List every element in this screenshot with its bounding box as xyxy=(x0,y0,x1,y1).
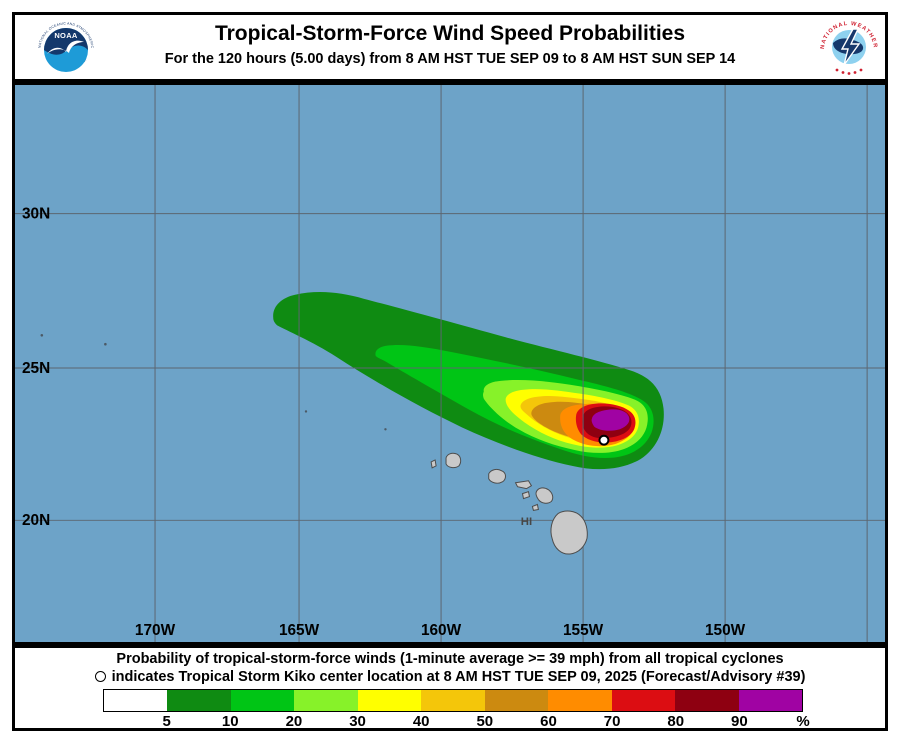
footer-description: Probability of tropical-storm-force wind… xyxy=(116,651,784,667)
legend-cell-10 xyxy=(167,690,231,711)
legend-label-60: 60 xyxy=(540,713,557,730)
contour-90pct xyxy=(591,409,630,431)
island-speck xyxy=(104,342,107,346)
island-maui xyxy=(535,487,554,504)
island-oahu xyxy=(488,468,506,484)
lon-label-155w: 155W xyxy=(563,622,604,639)
island-niihau xyxy=(430,459,437,469)
legend-label-80: 80 xyxy=(667,713,685,730)
legend-cell-20 xyxy=(230,690,295,711)
nws-logo-icon: NATIONAL WEATHER SERVICE xyxy=(818,16,879,77)
island-speck xyxy=(304,410,308,413)
legend-cell-80 xyxy=(611,690,676,711)
legend-cell-90 xyxy=(675,690,739,711)
legend-label-%: % xyxy=(796,713,810,730)
legend-cell-30 xyxy=(294,690,358,711)
legend-cell-70 xyxy=(548,690,612,711)
lat-label-25n: 25N xyxy=(22,360,50,377)
footer-storm-note-text: indicates Tropical Storm Kiko center loc… xyxy=(111,669,806,685)
nws-star-icon xyxy=(847,72,851,75)
island-kahoolawe xyxy=(531,503,539,511)
island-hawaii xyxy=(550,510,588,555)
island-molokai xyxy=(514,480,533,490)
noaa-seagull-icon xyxy=(47,40,84,54)
nws-star-icon xyxy=(841,71,845,74)
legend-cell-60 xyxy=(484,690,549,711)
legend-label-10: 10 xyxy=(221,713,239,730)
legend-label-30: 30 xyxy=(349,713,366,730)
lat-label-20n: 20N xyxy=(22,512,50,529)
legend-label-20: 20 xyxy=(285,713,303,730)
noaa-globe-upper xyxy=(44,28,88,55)
header: NATIONAL OCEANIC AND ATMOSPHERIC ADMINIS… xyxy=(12,12,888,82)
probability-color-legend: 5 10 20 30 40 50 60 70 80 90% xyxy=(103,689,810,731)
lon-label-150w: 150W xyxy=(705,622,746,639)
header-titles: Tropical-Storm-Force Wind Speed Probabil… xyxy=(110,22,790,67)
island-lanai xyxy=(521,490,531,500)
hawaiian-islands xyxy=(430,452,588,555)
lon-label-170w: 170W xyxy=(135,622,176,639)
legend-label-40: 40 xyxy=(412,713,430,730)
legend-label-70: 70 xyxy=(603,713,621,730)
probability-map: 30N 25N 20N 170W 165W 160W 155W 150W HI xyxy=(15,85,885,642)
legend-labels: 5 10 20 30 40 50 60 70 80 90% xyxy=(103,713,809,731)
nws-star-icon xyxy=(859,68,863,72)
island-speck xyxy=(384,428,387,431)
lat-label-30n: 30N xyxy=(22,206,50,223)
legend-cell-% xyxy=(738,690,802,711)
coordinate-labels: 30N 25N 20N 170W 165W 160W 155W 150W HI xyxy=(22,206,746,639)
island-speck xyxy=(40,334,44,337)
noaa-logo-icon: NATIONAL OCEANIC AND ATMOSPHERIC ADMINIS… xyxy=(37,19,94,72)
storm-center-legend-icon xyxy=(94,671,106,682)
nw-island-specks xyxy=(40,334,387,431)
legend-cell-50 xyxy=(421,690,485,711)
page-subtitle: For the 120 hours (5.00 days) from 8 AM … xyxy=(164,51,736,68)
lon-label-165w: 165W xyxy=(279,622,320,639)
noaa-acronym: NOAA xyxy=(54,31,78,40)
legend-label-90: 90 xyxy=(731,713,748,730)
legend-bar xyxy=(103,689,803,712)
page-title: Tropical-Storm-Force Wind Speed Probabil… xyxy=(214,22,686,45)
legend-cell-5 xyxy=(104,690,168,711)
footer-storm-note: indicates Tropical Storm Kiko center loc… xyxy=(15,669,885,685)
probability-contours xyxy=(273,291,664,470)
map-area: 30N 25N 20N 170W 165W 160W 155W 150W HI xyxy=(12,82,888,645)
footer: Probability of tropical-storm-force wind… xyxy=(12,645,888,731)
nws-star-icon xyxy=(853,71,857,74)
legend-label-50: 50 xyxy=(476,713,494,730)
storm-center-marker xyxy=(598,434,610,446)
graticule xyxy=(15,85,885,642)
lon-label-160w: 160W xyxy=(421,622,462,639)
hawaii-region-label: HI xyxy=(521,516,532,528)
nws-star-icon xyxy=(835,68,839,72)
legend-cell-40 xyxy=(357,690,422,711)
legend-label-5: 5 xyxy=(162,713,171,730)
island-kauai xyxy=(445,452,462,469)
nws-lightning-bolt-icon xyxy=(840,28,861,66)
